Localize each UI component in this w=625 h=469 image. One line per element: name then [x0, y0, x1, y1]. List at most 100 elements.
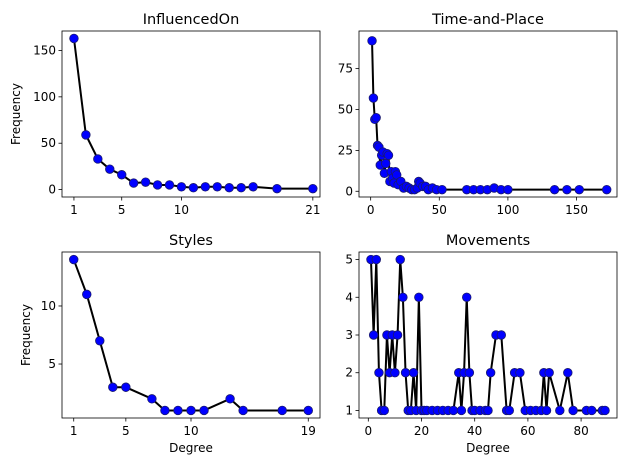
data-point: [186, 405, 196, 416]
data-point: [600, 405, 610, 416]
data-point: [164, 180, 175, 190]
y-axis-label: Frequency: [9, 83, 23, 145]
data-point: [483, 405, 493, 416]
data-point: [563, 368, 573, 378]
data-point: [395, 254, 405, 265]
data-point: [568, 405, 578, 416]
data-point: [95, 336, 105, 346]
y-tick-label: 0: [48, 183, 56, 197]
data-point: [105, 164, 115, 174]
data-point: [200, 182, 211, 192]
y-tick-label: 150: [33, 43, 56, 57]
y-tick-label: 50: [41, 136, 56, 150]
data-point: [496, 330, 506, 340]
series-line: [369, 258, 606, 412]
data-point: [152, 180, 163, 190]
x-axis-label: Degree: [169, 441, 213, 455]
data-point: [69, 254, 79, 265]
data-point: [367, 36, 377, 46]
plot-frame: [61, 251, 321, 419]
subplot-3: Styles 1 5 10 19 5 10 Frequency Degree: [19, 233, 321, 455]
y-tick-label: 0: [345, 184, 353, 198]
subplot-1: InfluencedOn 1 5 10 21 0 50 100 150 Frequency: [9, 12, 320, 217]
x-tick-label: 19: [301, 424, 316, 438]
data-point: [199, 405, 209, 416]
y-tick-label: 2: [345, 366, 353, 380]
subplot-2: Time-and-Place 0 50 100 150 0 25 50 75: [338, 12, 618, 217]
data-point: [371, 254, 381, 265]
data-point: [176, 182, 187, 192]
x-tick-label: 150: [565, 203, 588, 217]
data-point: [188, 183, 199, 193]
data-point: [238, 405, 248, 416]
x-tick-label: 0: [364, 424, 372, 438]
data-point: [464, 368, 475, 378]
x-tick-label: 0: [367, 203, 375, 217]
data-point: [398, 292, 408, 302]
y-tick-label: 25: [338, 143, 353, 157]
data-point: [544, 368, 554, 378]
subplot-title: InfluencedOn: [143, 12, 240, 28]
data-point: [541, 405, 552, 416]
data-point: [503, 184, 513, 195]
x-tick-label: 1: [70, 203, 78, 217]
data-point: [140, 177, 151, 187]
data-point: [160, 405, 170, 416]
data-point: [555, 405, 565, 416]
x-tick-label: 80: [573, 424, 588, 438]
data-point: [485, 368, 496, 378]
x-tick-label: 100: [496, 203, 519, 217]
data-point: [368, 330, 379, 340]
data-point: [173, 405, 183, 416]
data-point: [368, 93, 379, 103]
series-line: [371, 40, 607, 191]
x-tick-label: 20: [414, 424, 429, 438]
data-point: [147, 394, 157, 404]
x-tick-label: 1: [70, 424, 78, 438]
y-tick-label: 1: [345, 403, 353, 417]
y-tick-label: 5: [48, 357, 56, 371]
data-point: [414, 292, 424, 302]
data-point: [504, 405, 514, 416]
x-tick-label: 10: [174, 203, 189, 217]
data-point: [400, 368, 411, 378]
plot-frame: [358, 30, 618, 198]
x-tick-label: 10: [183, 424, 198, 438]
y-tick-label: 10: [41, 299, 56, 313]
x-axis-label: Degree: [466, 441, 510, 455]
subplot-4: Movements 0 20 40 60 80 1 2 3 4 5 Degree: [345, 233, 618, 455]
y-tick-label: 75: [338, 62, 353, 76]
data-point: [448, 405, 459, 416]
data-point: [390, 368, 400, 378]
data-point: [381, 158, 391, 169]
data-point: [225, 394, 235, 404]
data-point: [371, 112, 381, 123]
data-point: [437, 184, 447, 195]
x-tick-label: 60: [520, 424, 535, 438]
data-point: [128, 178, 139, 188]
y-tick-label: 5: [345, 253, 353, 267]
data-point: [574, 184, 584, 195]
x-tick-label: 5: [118, 203, 126, 217]
x-tick-label: 21: [305, 203, 320, 217]
y-tick-label: 4: [345, 290, 353, 304]
data-point: [303, 405, 313, 416]
data-point: [408, 368, 419, 378]
data-point: [587, 405, 597, 416]
plot-frame: [61, 30, 321, 198]
data-point: [224, 183, 234, 193]
data-point: [277, 405, 287, 416]
data-point: [248, 182, 258, 192]
data-point: [93, 154, 103, 164]
subplot-title: Movements: [446, 233, 530, 249]
data-point: [117, 170, 127, 180]
data-point: [236, 183, 246, 193]
data-point: [108, 382, 118, 392]
subplot-title: Styles: [169, 233, 213, 249]
data-point: [562, 184, 572, 195]
data-point: [121, 382, 131, 392]
data-point: [549, 184, 560, 195]
data-point: [308, 183, 318, 194]
x-tick-label: 5: [122, 424, 130, 438]
